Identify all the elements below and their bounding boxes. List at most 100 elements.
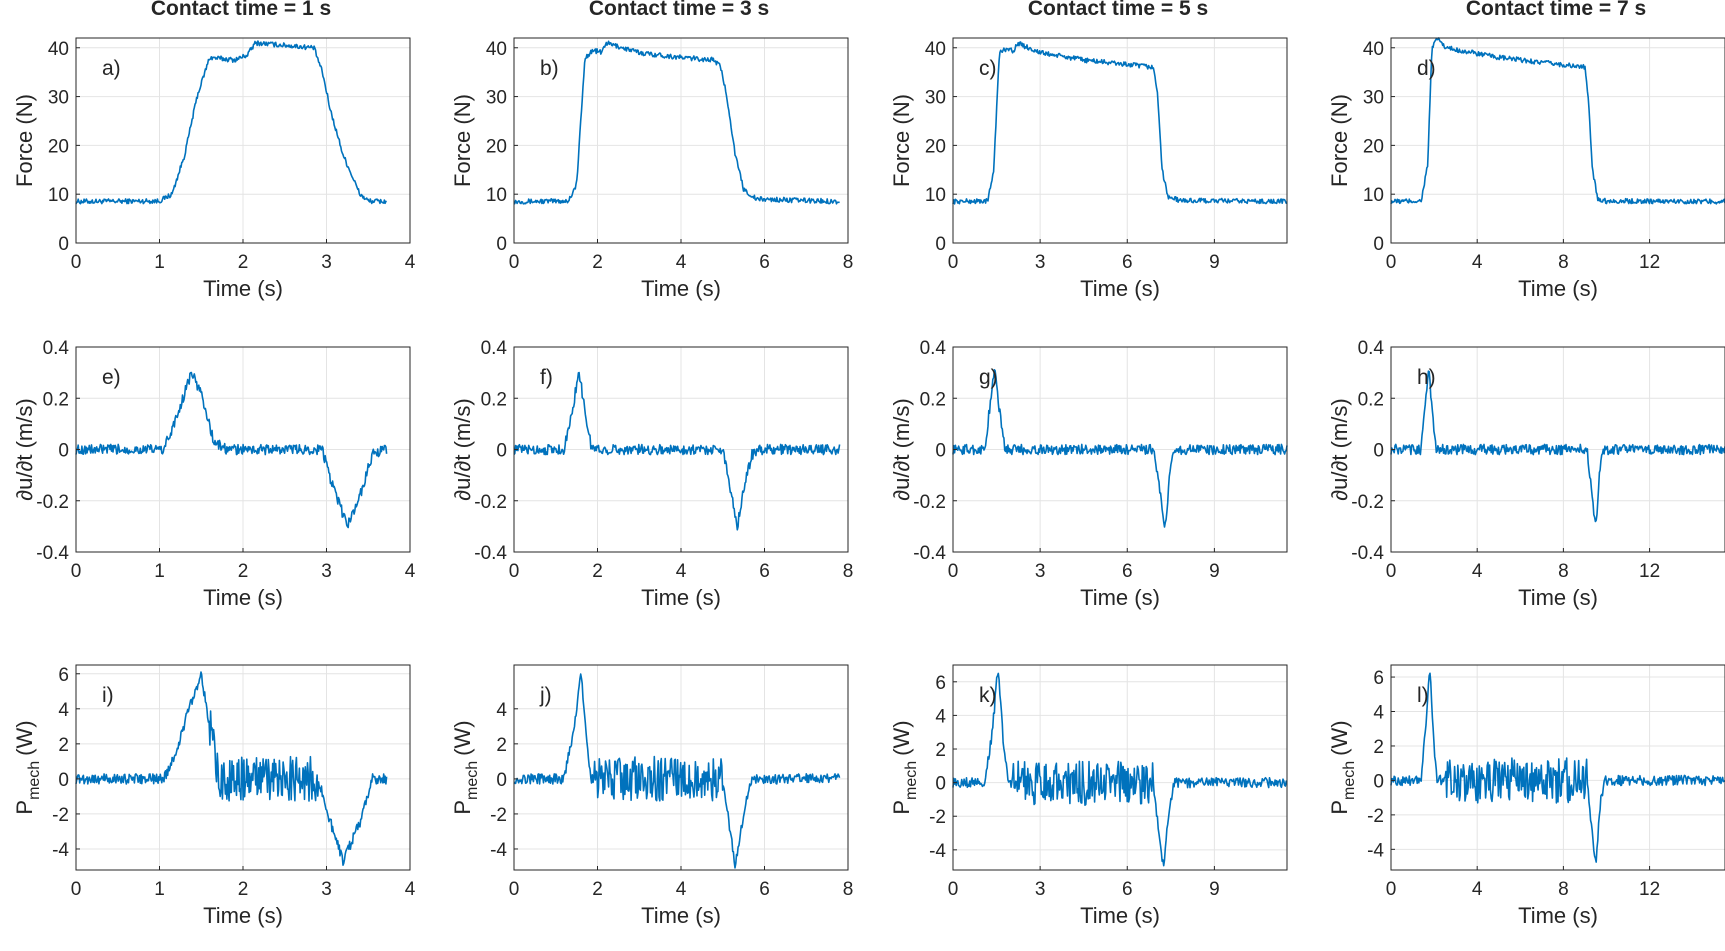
y-tick-label: 0	[58, 770, 69, 791]
y-tick-label: 0	[1373, 234, 1384, 255]
x-tick-label: 8	[843, 561, 854, 582]
x-tick-label: 4	[1472, 879, 1483, 900]
y-tick-label: 0	[935, 234, 946, 255]
y-tick-label: 0	[496, 441, 507, 462]
x-axis-label: Time (s)	[203, 585, 283, 610]
x-axis-label: Time (s)	[641, 903, 721, 928]
x-tick-label: 0	[509, 252, 520, 273]
column-title: Contact time = 3 s	[589, 0, 769, 20]
y-tick-label: 4	[58, 700, 69, 721]
panel-k: 0 3 6 9 -4 -2 0 2 4 6 Time (s) Pmech(W) k)	[889, 664, 1288, 928]
x-axis-label: Time (s)	[1080, 585, 1160, 610]
x-tick-label: 6	[759, 879, 770, 900]
x-tick-label: 3	[321, 252, 332, 273]
y-tick-label: 0.4	[920, 338, 947, 359]
panel-h: 0 4 8 12 -0.4 -0.2 0 0.2 0.4 Time (s) ∂u/∂t (m/s) h…	[1327, 338, 1725, 610]
y-tick-label: -0.4	[474, 543, 507, 564]
x-tick-label: 2	[238, 252, 249, 273]
x-tick-label: 0	[71, 879, 82, 900]
series-line	[952, 672, 1288, 867]
x-tick-label: 0	[948, 252, 959, 273]
panel-j: 0 2 4 6 8 -4 -2 0 2 4 Time (s) Pmech(W) j)	[450, 664, 853, 928]
panel-label: l)	[1417, 684, 1429, 707]
x-tick-label: 0	[1386, 252, 1397, 273]
x-tick-label: 9	[1209, 879, 1220, 900]
x-tick-label: 12	[1639, 561, 1660, 582]
series-line	[75, 40, 387, 205]
y-tick-label: 20	[925, 136, 946, 157]
y-axis-label: Force (N)	[1327, 94, 1352, 187]
panel-label: e)	[102, 366, 121, 389]
y-tick-label: -4	[1367, 840, 1384, 861]
x-tick-label: 1	[154, 561, 165, 582]
y-axis-label: Force (N)	[450, 94, 475, 187]
x-tick-label: 0	[1386, 561, 1397, 582]
x-axis-label: Time (s)	[641, 276, 721, 301]
y-tick-label: 0.2	[481, 389, 507, 410]
y-tick-label: 30	[48, 88, 69, 109]
panel-label: a)	[102, 57, 121, 80]
y-tick-label: -0.2	[474, 492, 507, 513]
y-tick-label: 40	[48, 39, 69, 60]
panel-c: 0 3 6 9 0 10 20 30 40 Time (s) Force (N) c)	[889, 37, 1288, 301]
x-tick-label: 1	[154, 879, 165, 900]
y-tick-label: 0.2	[1358, 389, 1384, 410]
y-axis-label: ∂u/∂t (m/s)	[450, 398, 475, 500]
y-axis-label: Pmech(W)	[12, 720, 43, 814]
column-title: Contact time = 7 s	[1466, 0, 1646, 20]
y-axis-label: Force (N)	[889, 94, 914, 187]
x-tick-label: 0	[71, 252, 82, 273]
panel-i: 0 1 2 3 4 -4 -2 0 2 4 6 Time (s) Pmech(W) i)	[12, 664, 416, 928]
y-tick-label: 0	[58, 441, 69, 462]
x-tick-label: 6	[1122, 561, 1133, 582]
x-tick-label: 4	[405, 252, 416, 273]
y-axis-label: Pmech(W)	[450, 720, 481, 814]
y-tick-label: 2	[935, 740, 946, 761]
y-tick-label: 10	[925, 185, 946, 206]
x-tick-label: 9	[1209, 561, 1220, 582]
y-tick-label: 0	[935, 441, 946, 462]
panel-label: d)	[1417, 57, 1436, 80]
y-tick-label: -4	[490, 840, 507, 861]
series-line	[1390, 672, 1725, 863]
axes-background	[953, 38, 1287, 243]
y-tick-label: 6	[58, 665, 69, 686]
y-tick-label: 6	[1373, 668, 1384, 689]
panel-l: 0 4 8 12 -4 -2 0 2 4 6 Time (s) Pmech(W) l)	[1327, 664, 1725, 928]
panel-label: j)	[539, 684, 552, 707]
y-tick-label: 20	[486, 136, 507, 157]
y-tick-label: 40	[925, 39, 946, 60]
y-tick-label: 10	[486, 185, 507, 206]
y-tick-label: 0	[496, 770, 507, 791]
series-line	[952, 369, 1288, 528]
y-tick-label: 6	[935, 673, 946, 694]
y-tick-label: 20	[1363, 136, 1384, 157]
x-tick-label: 2	[592, 879, 603, 900]
y-tick-label: 30	[925, 88, 946, 109]
x-tick-label: 6	[1122, 252, 1133, 273]
y-tick-label: -0.4	[913, 543, 946, 564]
x-axis-label: Time (s)	[641, 585, 721, 610]
x-axis-label: Time (s)	[203, 903, 283, 928]
x-axis-label: Time (s)	[1518, 585, 1598, 610]
y-tick-label: -0.4	[36, 543, 69, 564]
panel-e: 0 1 2 3 4 -0.4 -0.2 0 0.2 0.4 Time (s) ∂u/∂t (m/s) e…	[12, 338, 416, 610]
series-line	[1390, 370, 1725, 523]
x-tick-label: 4	[405, 561, 416, 582]
series-line	[513, 40, 840, 205]
x-axis-label: Time (s)	[203, 276, 283, 301]
y-tick-label: 0.4	[43, 338, 70, 359]
column-title: Contact time = 1 s	[151, 0, 331, 20]
x-tick-label: 8	[1558, 879, 1569, 900]
axes-box	[952, 664, 1288, 871]
axes-background	[1391, 38, 1725, 243]
x-tick-label: 0	[71, 561, 82, 582]
x-tick-label: 4	[405, 879, 416, 900]
y-axis-label: ∂u/∂t (m/s)	[1327, 398, 1352, 500]
panel-label: i)	[102, 684, 114, 707]
y-tick-label: -2	[1367, 806, 1384, 827]
y-tick-label: 0	[935, 774, 946, 795]
series-line	[1390, 37, 1725, 205]
y-tick-label: 0.4	[481, 338, 508, 359]
